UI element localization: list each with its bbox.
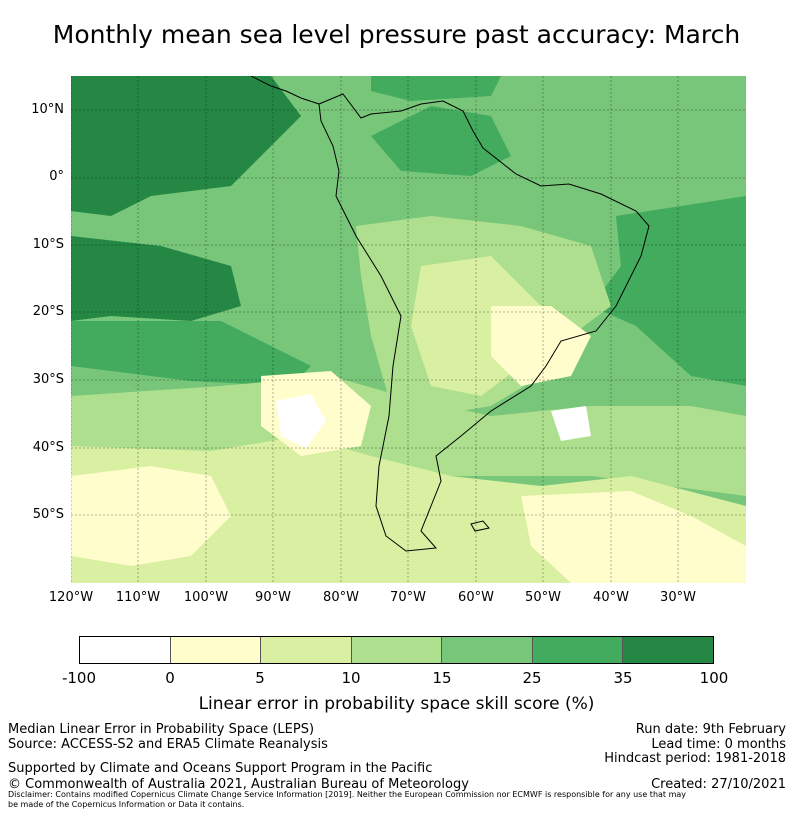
map-gridlines [71, 76, 746, 583]
skill-zone-negative-pacific [276, 394, 326, 448]
footer-run-date: Run date: 9th February [635, 722, 786, 737]
lon-label-50w: 50°W [525, 590, 561, 605]
colorbar-tick: 10 [341, 669, 361, 687]
colorbar-swatch-5-10 [261, 637, 352, 663]
footer-support: Supported by Climate and Oceans Support … [8, 761, 433, 776]
lon-label-30w: 30°W [660, 590, 696, 605]
skill-zone-35-100-west [71, 236, 241, 321]
south-america-coastline [318, 93, 650, 552]
chart-title: Monthly mean sea level pressure past acc… [52, 20, 741, 49]
lat-label-10s: 10°S [32, 237, 64, 252]
footer-lead-time: Lead time: 0 months [651, 737, 786, 752]
skill-zone-negative-atlantic [551, 406, 591, 441]
lon-label-120w: 120°W [48, 590, 94, 605]
skill-zone-35-100-north [71, 76, 301, 216]
colorbar-tick: 5 [255, 669, 265, 687]
colorbar-swatch-10-15 [351, 637, 443, 663]
lat-label-0: 0° [49, 169, 64, 184]
colorbar-swatch-0-5 [170, 637, 262, 663]
footer-copyright: © Commonwealth of Australia 2021, Austra… [8, 777, 469, 792]
lon-label-40w: 40°W [593, 590, 629, 605]
lon-label-100w: 100°W [183, 590, 229, 605]
colorbar-swatch-15-25 [442, 637, 533, 663]
lon-label-60w: 60°W [458, 590, 494, 605]
lat-label-40s: 40°S [32, 440, 64, 455]
skill-zone-0-5-southeast [521, 491, 746, 583]
lon-label-70w: 70°W [390, 590, 426, 605]
colorbar-tick: -100 [61, 669, 97, 687]
skill-zone-0-5-south [71, 466, 231, 566]
lat-label-30s: 30°S [32, 372, 64, 387]
colorbar-tick: 0 [165, 669, 175, 687]
lat-label-20s: 20°S [32, 304, 64, 319]
colorbar-tick: 35 [613, 669, 633, 687]
falklands-coastline [470, 520, 490, 532]
colorbar-label: Linear error in probability space skill … [198, 694, 595, 714]
skill-zone-25-35-caribbean [371, 76, 501, 101]
colorbar-tick: 15 [432, 669, 452, 687]
lat-label-50s: 50°S [32, 507, 64, 522]
skill-map [71, 76, 746, 583]
disclaimer: Disclaimer: Contains modified Copernicus… [8, 790, 793, 810]
lon-label-80w: 80°W [323, 590, 359, 605]
skill-zone-25-35-amazon [371, 106, 511, 176]
colorbar [79, 636, 714, 664]
skill-zone-10-15-south [71, 376, 746, 496]
colorbar-swatch-35-100 [623, 637, 714, 663]
central-america-coastline [250, 76, 320, 105]
colorbar-swatch-25-35 [532, 637, 624, 663]
lon-label-110w: 110°W [115, 590, 161, 605]
footer-source: Source: ACCESS-S2 and ERA5 Climate Reana… [8, 737, 328, 752]
colorbar-tick: 25 [522, 669, 542, 687]
disclaimer-line-1: Disclaimer: Contains modified Copernicus… [8, 790, 687, 799]
colorbar-tick: 100 [699, 669, 729, 687]
footer-method: Median Linear Error in Probability Space… [8, 722, 315, 737]
lon-label-90w: 90°W [255, 590, 291, 605]
footer-hindcast: Hindcast period: 1981-2018 [604, 751, 786, 766]
colorbar-swatch-neg100-0 [80, 637, 171, 663]
skill-zone-25-35-atlantic [591, 196, 746, 386]
lat-label-10n: 10°N [31, 102, 64, 117]
footer-created: Created: 27/10/2021 [651, 777, 786, 792]
skill-zone-0-5-uruguay [491, 306, 591, 386]
disclaimer-line-2: be made of the Copernicus Information or… [8, 800, 245, 809]
skill-zone-25-35-west [71, 321, 311, 386]
